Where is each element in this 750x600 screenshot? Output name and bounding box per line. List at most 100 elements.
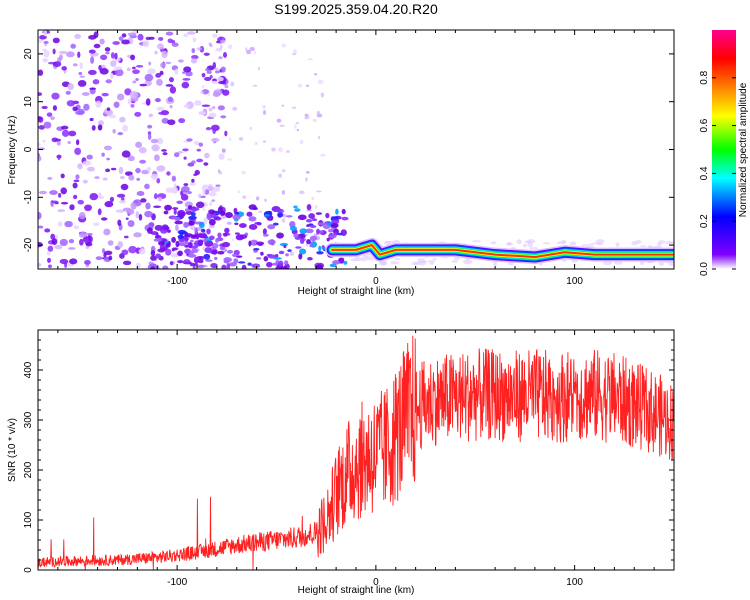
noise-blob xyxy=(182,77,191,81)
snr-line-group xyxy=(38,335,674,570)
noise-blob xyxy=(171,175,177,182)
noise-blob xyxy=(264,198,267,202)
noise-blob xyxy=(198,222,205,229)
noise-blob xyxy=(315,212,323,215)
noise-blob xyxy=(204,76,212,82)
noise-blob xyxy=(156,137,164,145)
colorbar-tick-label: 0.2 xyxy=(699,214,710,228)
noise-blob xyxy=(298,190,305,195)
noise-blob xyxy=(383,240,391,245)
noise-blob xyxy=(159,244,168,251)
noise-blob xyxy=(238,136,244,141)
noise-blob xyxy=(262,140,267,143)
noise-blob xyxy=(366,256,375,261)
noise-blob xyxy=(127,32,137,37)
noise-blob xyxy=(249,46,255,52)
noise-blob xyxy=(177,209,186,217)
noise-blob xyxy=(490,241,497,245)
noise-blob xyxy=(198,193,202,199)
noise-blob xyxy=(194,227,198,234)
noise-blob xyxy=(154,50,158,55)
noise-blob xyxy=(239,234,248,239)
noise-blob xyxy=(266,261,273,268)
noise-blob xyxy=(297,83,303,88)
noise-blob xyxy=(216,186,220,192)
noise-blob xyxy=(77,51,81,58)
noise-blob xyxy=(145,98,151,106)
colorbar-label: Normalized spectral amplitude xyxy=(738,82,749,217)
noise-blob xyxy=(208,107,213,112)
noise-blob xyxy=(183,221,189,228)
noise-blob xyxy=(341,208,346,215)
noise-blob xyxy=(79,75,86,78)
noise-blob xyxy=(256,196,260,201)
noise-blob xyxy=(148,36,155,40)
noise-blob xyxy=(285,253,289,257)
noise-blob xyxy=(328,228,335,233)
noise-blob xyxy=(93,43,101,49)
noise-blob xyxy=(75,174,80,180)
noise-blob xyxy=(67,140,71,145)
noise-blob xyxy=(68,239,75,244)
noise-blob xyxy=(226,221,232,225)
noise-blob xyxy=(222,89,230,96)
noise-blob xyxy=(167,119,176,126)
noise-blob xyxy=(238,223,247,229)
noise-blob xyxy=(177,234,184,239)
noise-blob xyxy=(154,224,163,231)
noise-blob xyxy=(147,68,156,75)
noise-blob xyxy=(70,43,77,49)
noise-blob xyxy=(215,184,221,188)
noise-blob xyxy=(135,78,139,81)
noise-blob xyxy=(163,210,169,215)
noise-blob xyxy=(38,69,44,76)
x-tick-label: 100 xyxy=(566,577,583,588)
noise-blob xyxy=(228,44,233,50)
noise-blob xyxy=(190,211,196,217)
noise-blob xyxy=(173,183,177,191)
noise-blob xyxy=(278,147,283,153)
noise-blob xyxy=(155,253,162,259)
noise-blob xyxy=(276,118,282,123)
noise-blob xyxy=(177,150,184,154)
noise-blob xyxy=(191,160,196,165)
noise-blob xyxy=(262,110,266,115)
noise-blob xyxy=(191,234,197,238)
noise-blob xyxy=(73,194,78,200)
noise-blob xyxy=(252,84,258,87)
noise-blob xyxy=(153,205,162,209)
noise-blob xyxy=(99,38,105,45)
noise-blob xyxy=(78,231,87,238)
noise-blob xyxy=(316,251,324,255)
noise-blob xyxy=(138,147,147,154)
noise-blob xyxy=(184,208,190,212)
noise-blob xyxy=(230,81,235,87)
noise-blob xyxy=(195,201,205,209)
noise-blob xyxy=(205,68,210,72)
noise-blob xyxy=(287,249,292,252)
y-tick-label: 400 xyxy=(23,361,34,378)
noise-blob xyxy=(212,105,216,110)
noise-blob xyxy=(193,256,200,264)
noise-blob xyxy=(257,242,264,247)
noise-blob xyxy=(172,207,179,210)
noise-blob xyxy=(298,248,307,255)
noise-blob xyxy=(213,67,219,71)
noise-blob xyxy=(66,51,75,58)
colorbar-tick-label: 0.6 xyxy=(699,118,710,132)
noise-blob xyxy=(165,31,174,36)
noise-blob xyxy=(74,147,82,156)
noise-blob xyxy=(144,183,150,190)
noise-blob xyxy=(188,241,193,249)
noise-blob xyxy=(56,141,61,146)
colorbar-tick-label: 0.0 xyxy=(699,262,710,276)
noise-blob xyxy=(75,139,80,146)
noise-blob xyxy=(142,40,150,48)
noise-blob xyxy=(261,104,267,110)
noise-blob xyxy=(248,204,257,210)
noise-blob xyxy=(505,243,514,246)
noise-blob xyxy=(59,238,68,247)
noise-blob xyxy=(56,209,66,213)
noise-blob xyxy=(220,115,227,119)
